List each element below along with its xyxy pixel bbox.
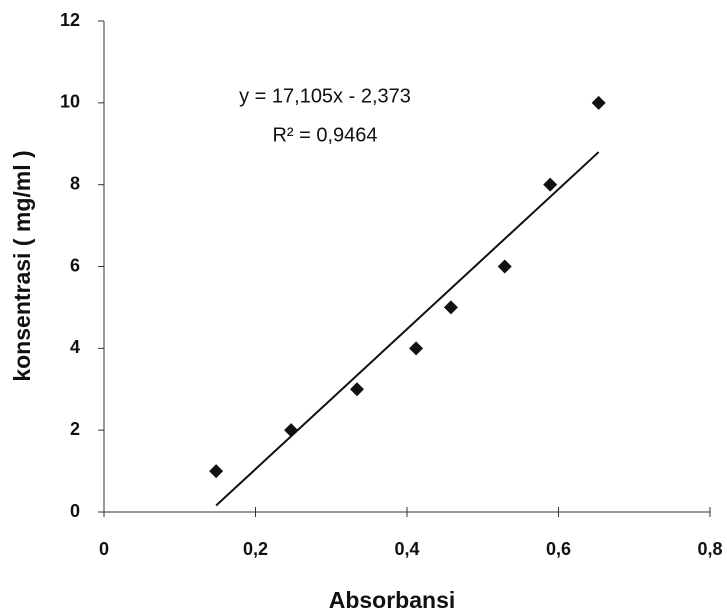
y-tick-label: 10: [60, 92, 80, 112]
x-tick-label: 0,8: [697, 539, 722, 559]
y-tick-label: 4: [70, 337, 80, 357]
y-tick-label: 6: [70, 255, 80, 275]
data-point: [284, 423, 299, 438]
data-point: [497, 259, 512, 274]
r-squared: R² = 0,9464: [272, 124, 377, 146]
data-point: [591, 95, 606, 110]
y-tick-label: 0: [70, 501, 80, 521]
data-point: [543, 177, 558, 192]
data-point: [350, 382, 365, 397]
data-point: [443, 300, 458, 315]
trendline-equation: y = 17,105x - 2,373: [239, 85, 411, 107]
data-point: [409, 341, 424, 356]
y-tick-label: 12: [60, 10, 80, 30]
data-point: [209, 464, 224, 479]
x-tick-label: 0,6: [546, 539, 571, 559]
x-tick-label: 0,4: [394, 539, 419, 559]
x-axis-title: Absorbansi: [329, 587, 456, 613]
trendline: [215, 151, 600, 507]
x-tick-label: 0: [99, 539, 109, 559]
x-tick-label: 0,2: [243, 539, 268, 559]
y-tick-label: 8: [70, 173, 80, 193]
y-axis-title: konsentrasi ( mg/ml ): [9, 150, 35, 381]
y-tick-label: 2: [70, 419, 80, 439]
